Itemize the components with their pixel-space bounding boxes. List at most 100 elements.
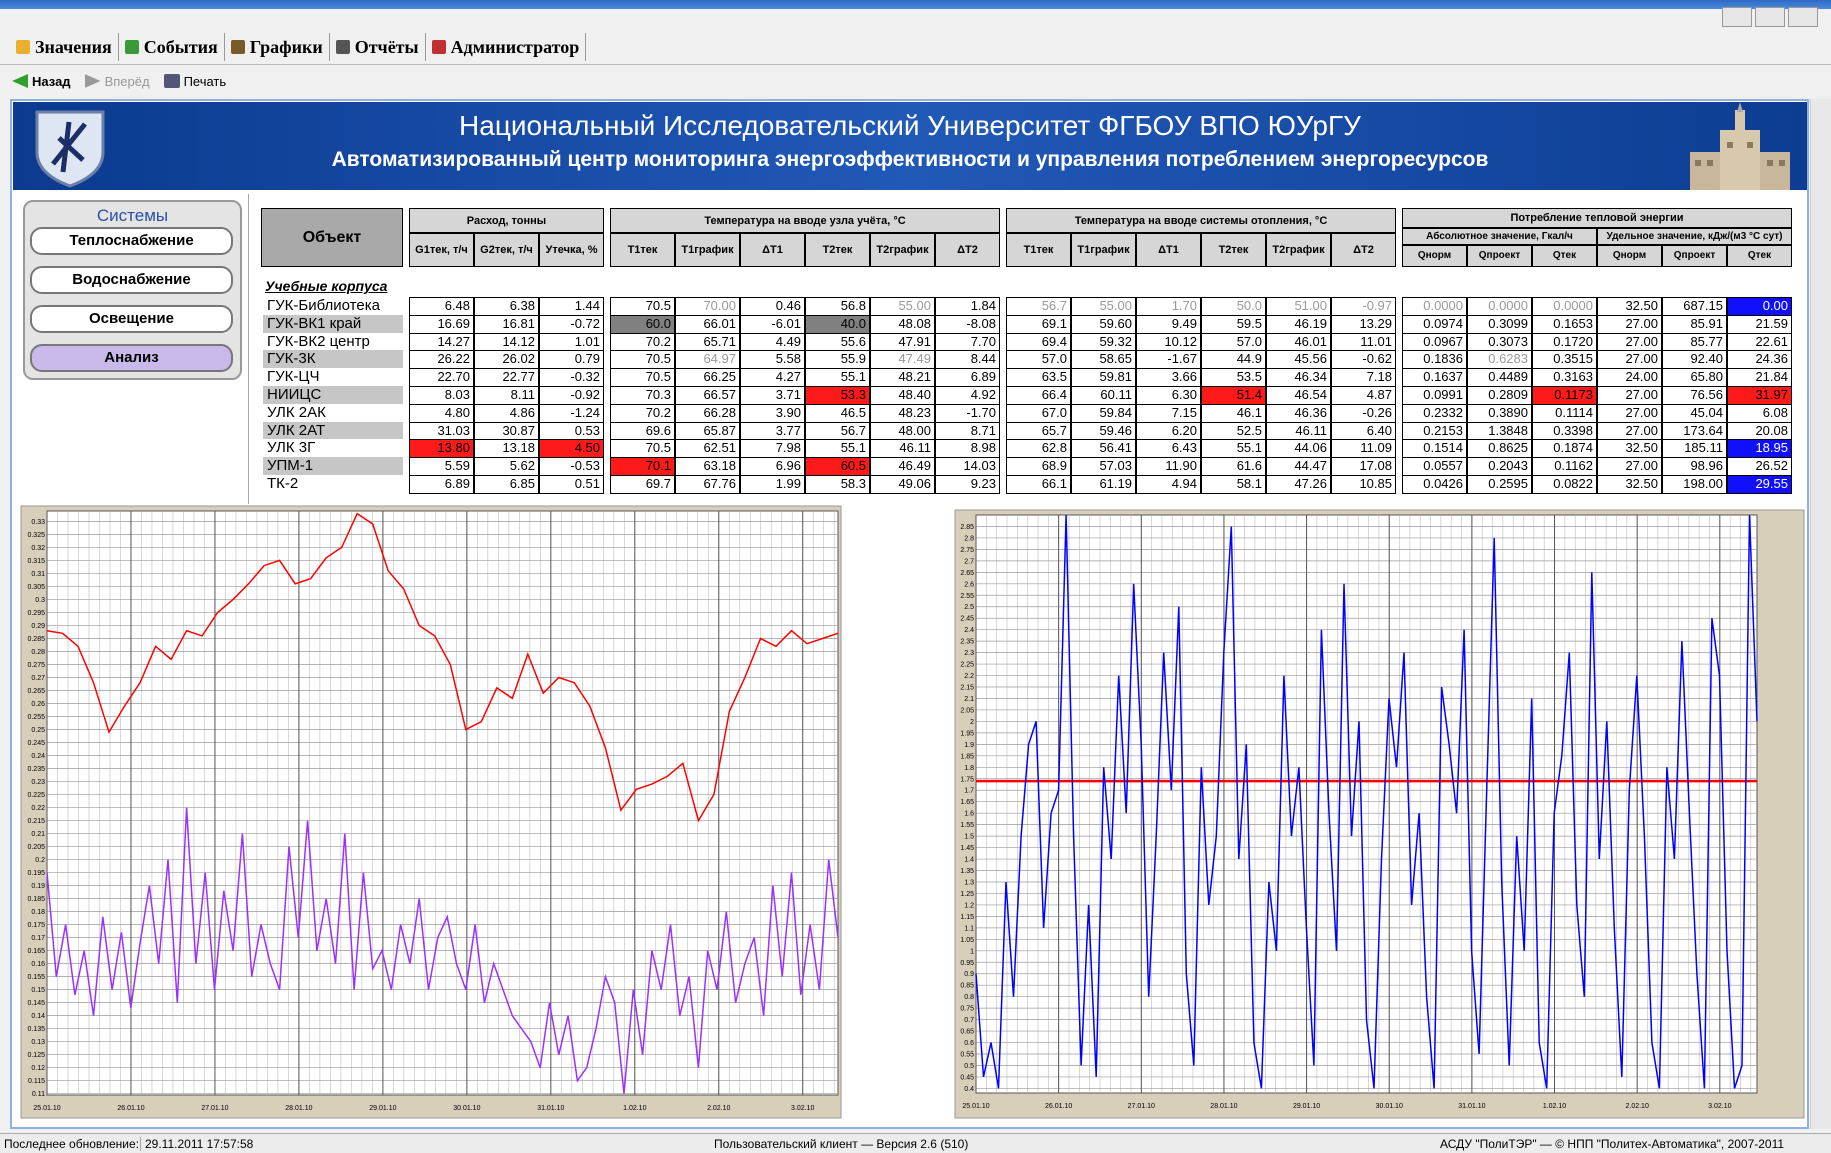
table-column-header: T2график xyxy=(870,233,935,267)
menu-icon xyxy=(230,40,245,54)
sidebar-button[interactable]: Освещение xyxy=(30,305,233,333)
table-cell: 70.1 xyxy=(610,457,675,476)
table-cell: 98.96 xyxy=(1662,457,1727,476)
menu-tab[interactable]: Значения xyxy=(10,33,119,61)
table-cell: 57.0 xyxy=(1201,332,1266,352)
table-cell: 47.26 xyxy=(1266,475,1331,494)
table-row-name: ГУК-ВК2 центр xyxy=(263,332,403,351)
building-image xyxy=(1690,102,1790,190)
table-cell: 3.66 xyxy=(1136,368,1201,387)
table-row-name: ГУК-ВК1 край xyxy=(263,314,403,333)
table-cell: 13.18 xyxy=(474,439,539,459)
table-cell: -0.26 xyxy=(1331,403,1396,423)
table-cell: 46.1 xyxy=(1201,403,1266,423)
table-column-header: T2график xyxy=(1266,233,1331,267)
table-cell: 0.0974 xyxy=(1402,314,1467,334)
toolbar-button[interactable]: Вперёд xyxy=(84,74,150,89)
maximize-button[interactable] xyxy=(1755,7,1785,27)
table-cell: 8.03 xyxy=(409,386,474,405)
table-column-header: ΔT2 xyxy=(1331,233,1396,267)
table-row-name: ГУК-ЦЧ xyxy=(263,368,403,386)
menu-tab[interactable]: Администратор xyxy=(426,33,587,61)
table-cell: 65.71 xyxy=(675,332,740,352)
table-cell: 0.0822 xyxy=(1532,475,1597,494)
table-cell: -0.92 xyxy=(539,386,604,405)
table-column-header: T2тек xyxy=(805,233,870,267)
table-cell: 20.08 xyxy=(1727,421,1792,441)
table-cell: 0.3515 xyxy=(1532,350,1597,370)
table-cell: 0.3099 xyxy=(1467,314,1532,334)
sidebar-button[interactable]: Анализ xyxy=(30,344,233,372)
table-cell: 69.6 xyxy=(610,421,675,441)
table-cell: 62.8 xyxy=(1006,439,1071,459)
table-cell: 66.28 xyxy=(675,403,740,423)
table-cell: 0.8625 xyxy=(1467,439,1532,459)
table-cell: 18.95 xyxy=(1727,439,1792,459)
table-cell: 21.84 xyxy=(1727,368,1792,387)
table-cell: 0.53 xyxy=(539,421,604,441)
table-group-header: Расход, тонны xyxy=(409,208,604,233)
table-cell: 0.1637 xyxy=(1402,368,1467,387)
status-bar: Последнее обновление: 29.11.2011 17:57:5… xyxy=(0,1133,1831,1153)
table-cell: 14.27 xyxy=(409,332,474,352)
table-cell: 69.1 xyxy=(1006,314,1071,334)
table-column-header: Qнорм xyxy=(1402,245,1467,267)
table-cell: 70.2 xyxy=(610,403,675,423)
table-cell: 31.03 xyxy=(409,421,474,441)
sidebar-button[interactable]: Водоснабжение xyxy=(30,266,233,294)
table-row-name: ГУК-Библиотека xyxy=(263,297,403,315)
table-cell: 66.01 xyxy=(675,314,740,334)
table-cell: 48.23 xyxy=(870,403,935,423)
table-cell: 1.84 xyxy=(935,297,1000,316)
table-cell: 22.70 xyxy=(409,368,474,387)
table-cell: 47.49 xyxy=(870,350,935,370)
table-cell: 6.08 xyxy=(1727,403,1792,423)
table-cell: 70.2 xyxy=(610,332,675,352)
close-button[interactable] xyxy=(1788,7,1818,27)
table-cell: 70.3 xyxy=(610,386,675,405)
table-cell: 0.46 xyxy=(740,297,805,316)
table-cell: 0.79 xyxy=(539,350,604,370)
table-cell: 0.2043 xyxy=(1467,457,1532,476)
minimize-button[interactable] xyxy=(1722,7,1752,27)
table-cell: 45.56 xyxy=(1266,350,1331,370)
table-cell: -1.70 xyxy=(935,403,1000,423)
table-cell: 46.54 xyxy=(1266,386,1331,405)
toolbar-button[interactable]: Печать xyxy=(163,73,227,89)
table-cell: -0.97 xyxy=(1331,297,1396,316)
table-cell: 4.94 xyxy=(1136,475,1201,494)
separator xyxy=(0,64,1831,65)
table-cell: 58.3 xyxy=(805,475,870,494)
table-cell: 46.5 xyxy=(805,403,870,423)
table-cell: 4.87 xyxy=(1331,386,1396,405)
table-cell: 0.0557 xyxy=(1402,457,1467,476)
toolbar-label: Печать xyxy=(183,73,227,89)
status-label: Последнее обновление: xyxy=(4,1137,139,1151)
table-cell: 59.5 xyxy=(1201,314,1266,334)
table-cell: 0.00 xyxy=(1727,297,1792,316)
table-cell: 1.99 xyxy=(740,475,805,494)
table-cell: 8.11 xyxy=(474,386,539,405)
menu-label: Графики xyxy=(249,36,323,57)
table-cell: 13.80 xyxy=(409,439,474,459)
table-cell: 173.64 xyxy=(1662,421,1727,441)
table-cell: 26.22 xyxy=(409,350,474,370)
sidebar-button[interactable]: Теплоснабжение xyxy=(30,227,233,255)
table-cell: 10.85 xyxy=(1331,475,1396,494)
table-row-name: ГУК-3К xyxy=(263,350,403,369)
table-cell: 44.9 xyxy=(1201,350,1266,370)
logo xyxy=(35,110,105,188)
table-cell: 44.47 xyxy=(1266,457,1331,476)
scrollbar[interactable] xyxy=(1810,99,1831,1129)
table-cell: 0.1114 xyxy=(1532,403,1597,423)
table-cell: 27.00 xyxy=(1597,350,1662,370)
menu-tab[interactable]: Графики xyxy=(225,33,330,61)
table-cell: 22.77 xyxy=(474,368,539,387)
table-cell: 0.2595 xyxy=(1467,475,1532,494)
table-cell: 48.00 xyxy=(870,421,935,441)
toolbar-button[interactable]: Назад xyxy=(12,74,71,89)
menu-icon xyxy=(124,40,139,54)
menu-tab[interactable]: Отчёты xyxy=(330,33,426,61)
menu-tab[interactable]: События xyxy=(119,33,225,61)
